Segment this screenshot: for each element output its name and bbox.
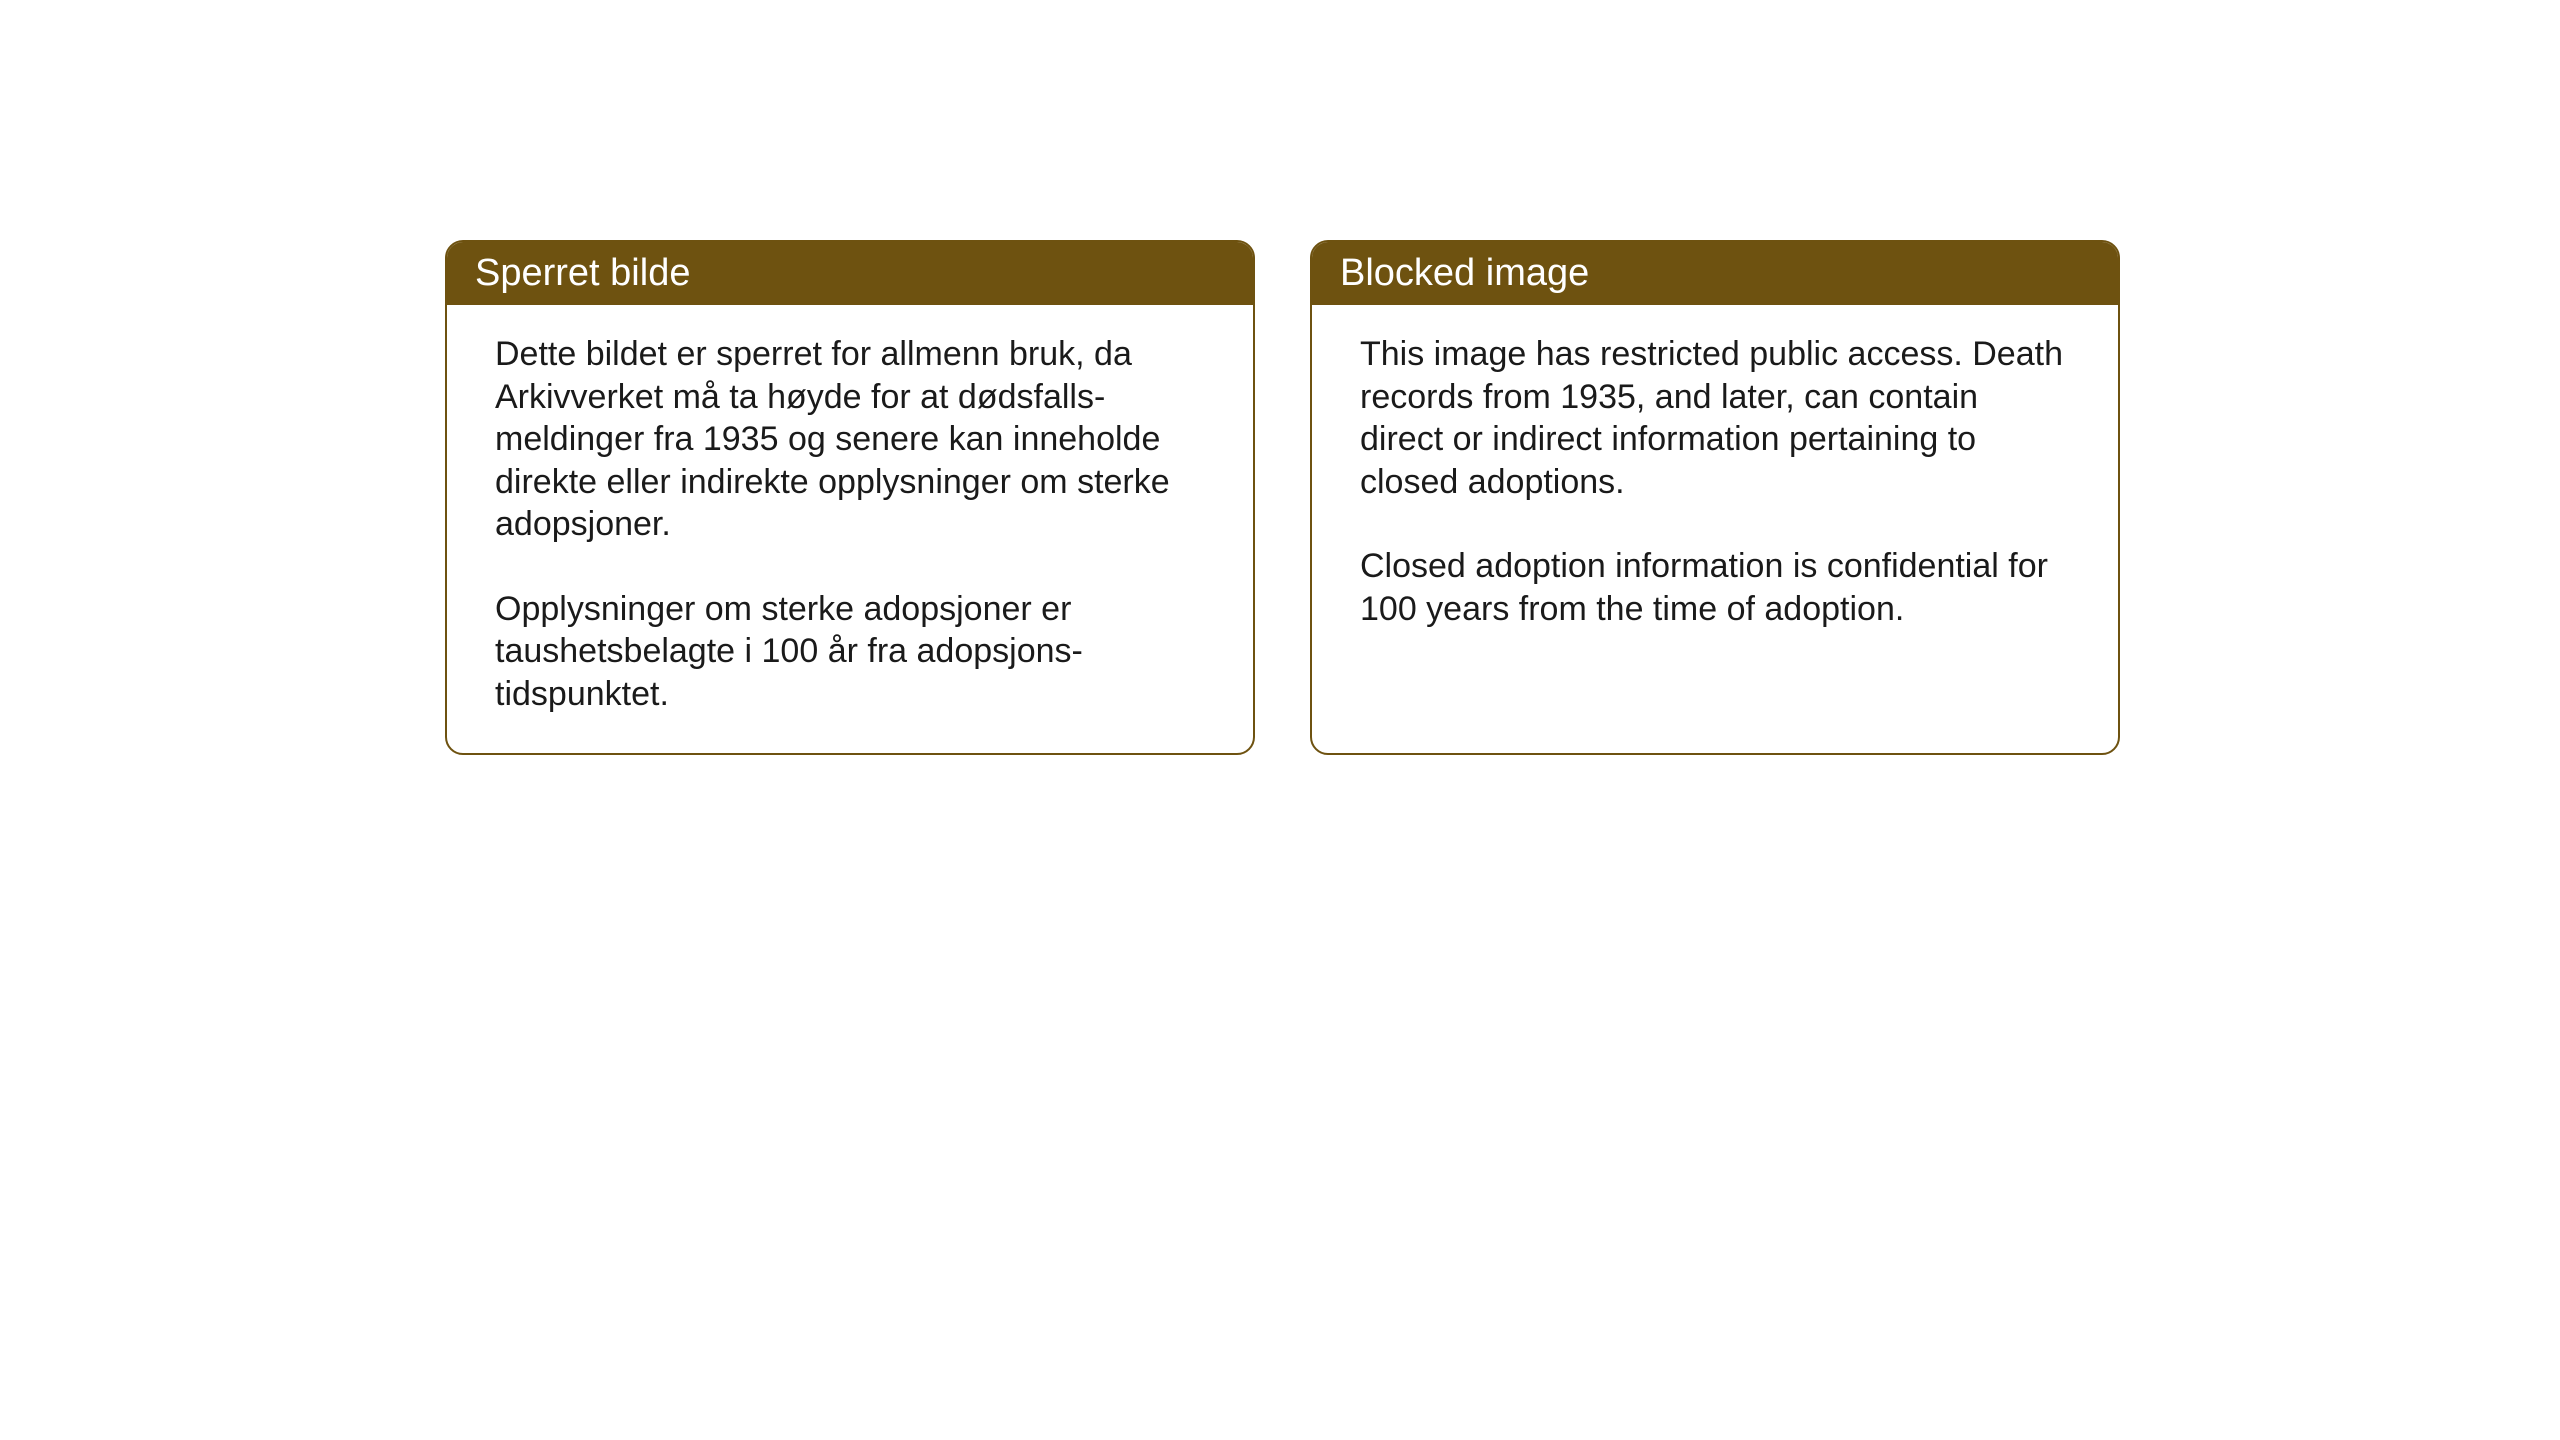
notice-box-norwegian: Sperret bilde Dette bildet er sperret fo… — [445, 240, 1255, 755]
notice-container: Sperret bilde Dette bildet er sperret fo… — [445, 240, 2120, 755]
notice-paragraph-2-english: Closed adoption information is confident… — [1360, 545, 2070, 630]
notice-paragraph-2-norwegian: Opplysninger om sterke adopsjoner er tau… — [495, 588, 1205, 716]
notice-body-norwegian: Dette bildet er sperret for allmenn bruk… — [447, 305, 1253, 753]
notice-box-english: Blocked image This image has restricted … — [1310, 240, 2120, 755]
notice-title-norwegian: Sperret bilde — [475, 252, 690, 294]
notice-title-english: Blocked image — [1340, 252, 1589, 294]
notice-paragraph-1-norwegian: Dette bildet er sperret for allmenn bruk… — [495, 333, 1205, 546]
notice-header-norwegian: Sperret bilde — [447, 242, 1253, 305]
notice-paragraph-1-english: This image has restricted public access.… — [1360, 333, 2070, 503]
notice-body-english: This image has restricted public access.… — [1312, 305, 2118, 750]
notice-header-english: Blocked image — [1312, 242, 2118, 305]
